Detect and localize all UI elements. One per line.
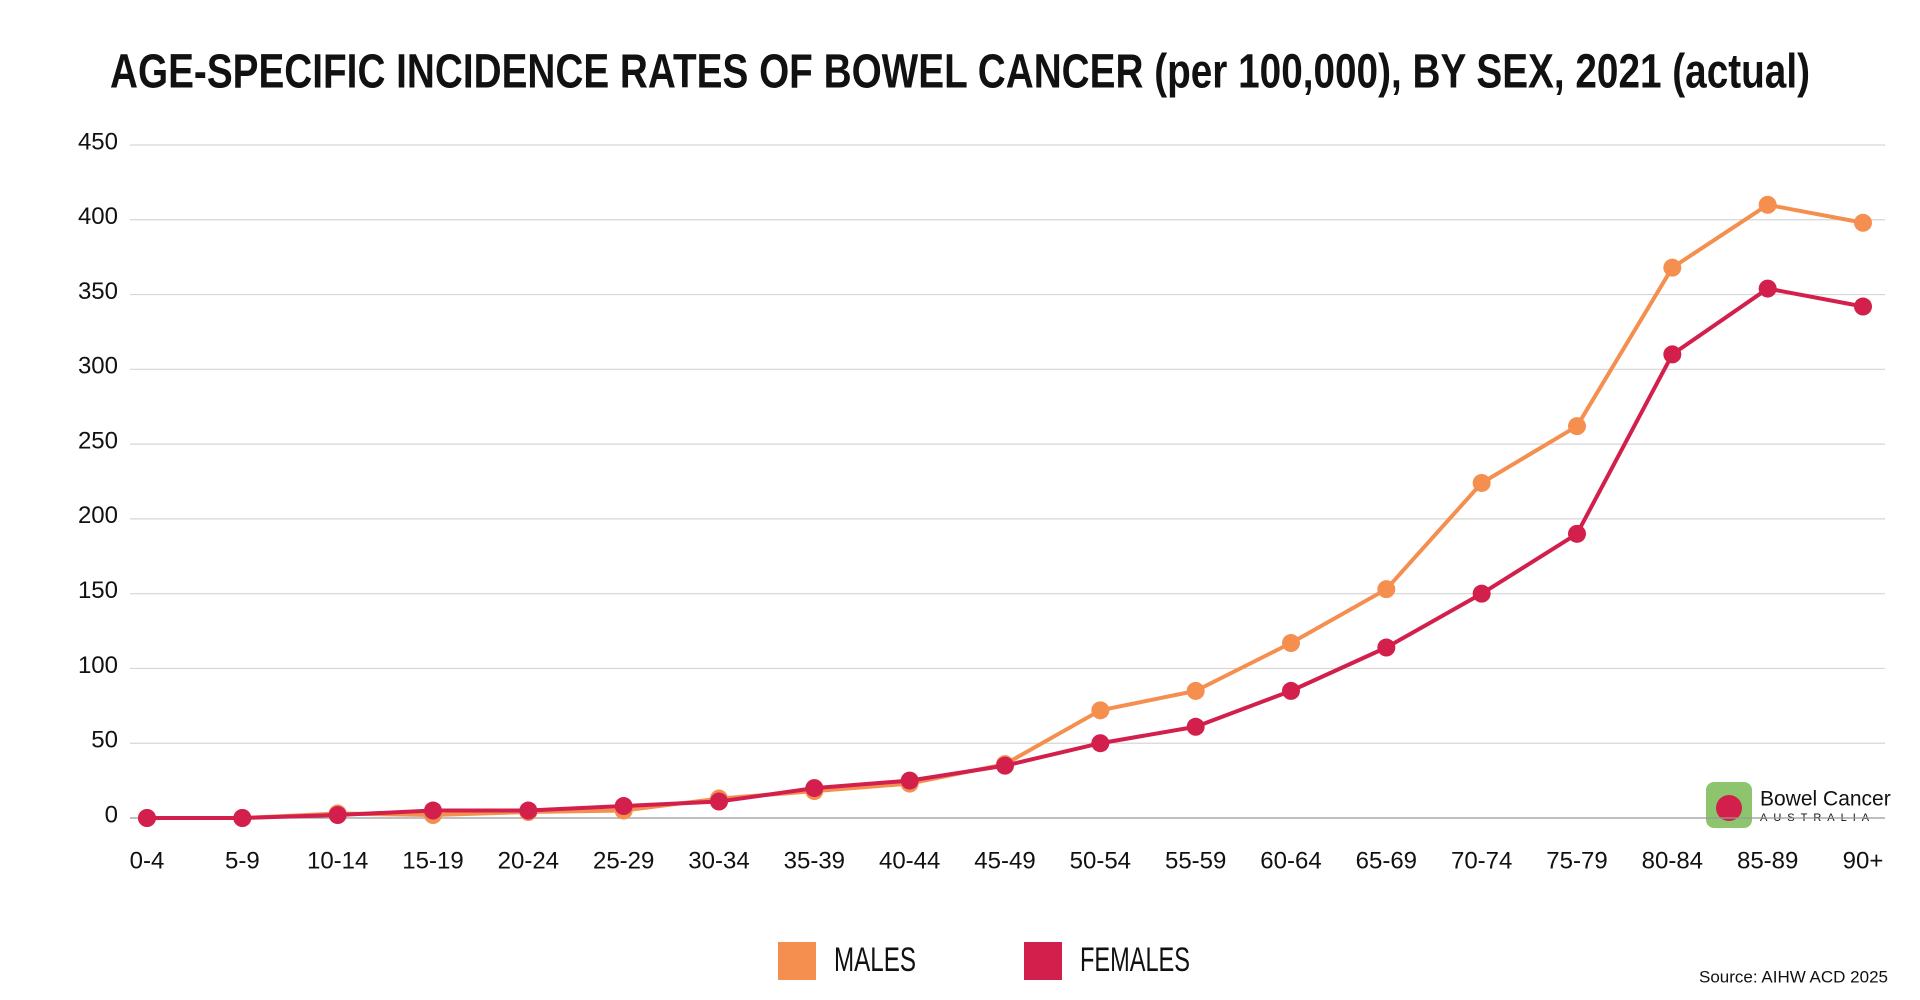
data-point — [1758, 195, 1777, 214]
data-point — [1663, 345, 1682, 364]
y-tick-label: 300 — [78, 353, 118, 380]
y-tick-label: 450 — [78, 128, 118, 155]
data-point — [1568, 524, 1586, 543]
data-point — [1568, 417, 1586, 436]
data-point — [900, 771, 919, 790]
data-point — [1472, 473, 1491, 492]
x-tick-label: 30-34 — [688, 847, 749, 874]
y-tick-label: 50 — [91, 727, 118, 754]
y-tick-label: 100 — [78, 652, 118, 679]
data-point — [1091, 734, 1110, 753]
data-point — [1758, 279, 1777, 298]
data-point — [1377, 580, 1396, 599]
x-tick-label: 60-64 — [1260, 847, 1321, 874]
x-tick-label: 25-29 — [593, 847, 654, 874]
data-point — [710, 792, 728, 811]
chart-title: AGE-SPECIFIC INCIDENCE RATES OF BOWEL CA… — [110, 46, 1810, 99]
x-tick-label: 65-69 — [1356, 847, 1417, 874]
x-tick-label: 10-14 — [307, 847, 368, 874]
data-point — [996, 756, 1014, 775]
data-point — [1377, 638, 1396, 657]
data-point — [1282, 681, 1300, 700]
x-tick-label: 50-54 — [1070, 847, 1131, 874]
x-tick-label: 80-84 — [1642, 847, 1703, 874]
x-tick-label: 45-49 — [974, 847, 1035, 874]
data-point — [1854, 213, 1872, 232]
y-tick-label: 250 — [78, 427, 118, 454]
data-point — [614, 797, 633, 816]
data-point — [1854, 297, 1872, 316]
data-point — [805, 779, 824, 798]
data-point — [519, 801, 538, 820]
series-line — [147, 286, 1864, 820]
y-tick-label: 350 — [78, 278, 118, 305]
data-point — [233, 809, 252, 827]
logo: Bowel Cancer AUSTRALIA — [1706, 782, 1891, 828]
y-tick-label: 200 — [78, 502, 118, 529]
logo-apple — [1716, 795, 1742, 821]
legend-label: MALES — [834, 941, 916, 979]
x-tick-label: 40-44 — [879, 847, 940, 874]
legend-swatch — [1024, 942, 1062, 980]
data-point — [1282, 634, 1300, 653]
data-point — [1472, 584, 1491, 603]
legend-label: FEMALES — [1080, 941, 1190, 979]
y-tick-label: 0 — [105, 801, 118, 828]
series-line — [147, 202, 1864, 820]
x-tick-label: 55-59 — [1165, 847, 1226, 874]
x-tick-label: 0-4 — [130, 847, 165, 874]
y-tick-label: 400 — [78, 203, 118, 230]
data-point — [328, 806, 347, 825]
x-tick-label: 5-9 — [225, 847, 260, 874]
x-tick-label: 15-19 — [402, 847, 463, 874]
x-tick-label: 20-24 — [498, 847, 559, 874]
data-point — [1663, 258, 1682, 277]
data-point — [1186, 717, 1205, 736]
data-point — [1186, 681, 1205, 700]
x-tick-label: 90+ — [1843, 847, 1884, 874]
data-point — [1091, 701, 1110, 720]
x-tick-label: 70-74 — [1451, 847, 1512, 874]
y-tick-label: 150 — [78, 577, 118, 604]
legend-swatch — [778, 942, 816, 980]
source: Source: AIHW ACD 2025 — [1699, 967, 1888, 986]
x-tick-label: 85-89 — [1737, 847, 1798, 874]
logo-name: Bowel Cancer — [1760, 788, 1891, 811]
x-tick-label: 35-39 — [784, 847, 845, 874]
data-point — [138, 809, 156, 827]
data-point — [424, 801, 442, 820]
x-tick-label: 75-79 — [1546, 847, 1607, 874]
